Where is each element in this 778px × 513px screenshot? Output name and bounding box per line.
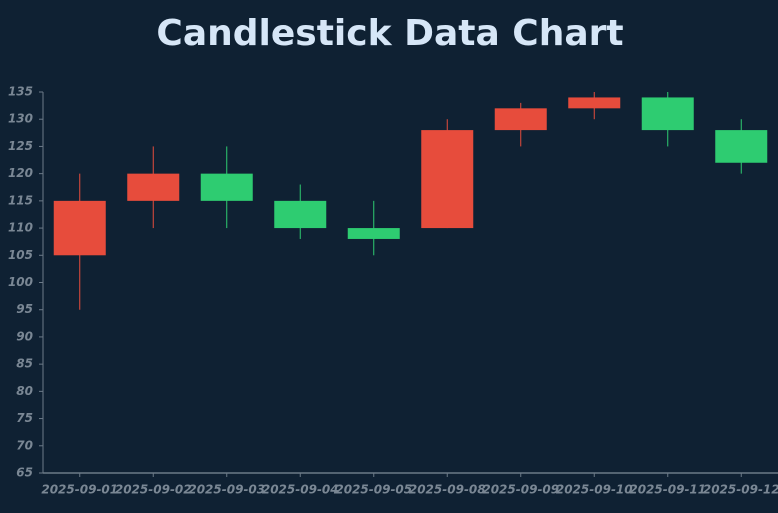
y-tick-label: 85 bbox=[16, 357, 33, 371]
x-tick-label: 2025-09-04 bbox=[262, 483, 339, 497]
y-tick-label: 125 bbox=[8, 139, 33, 153]
y-tick-label: 110 bbox=[8, 221, 33, 235]
y-tick-label: 105 bbox=[8, 248, 33, 262]
x-tick-label: 2025-09-08 bbox=[409, 483, 486, 497]
candle-body bbox=[421, 130, 474, 229]
candle-body bbox=[274, 200, 327, 229]
y-tick-label: 90 bbox=[16, 329, 33, 343]
candle-body bbox=[641, 97, 694, 131]
chart-title: Candlestick Data Chart bbox=[156, 13, 623, 54]
y-tick-label: 130 bbox=[8, 112, 33, 126]
x-tick-label: 2025-09-10 bbox=[556, 483, 633, 497]
y-tick-label: 70 bbox=[16, 438, 33, 452]
x-tick-label: 2025-09-03 bbox=[188, 483, 265, 497]
candle-body bbox=[568, 97, 621, 109]
y-tick-label: 115 bbox=[8, 193, 33, 207]
candle-body bbox=[127, 173, 180, 201]
x-tick-label: 2025-09-02 bbox=[115, 483, 192, 497]
y-tick-label: 65 bbox=[16, 466, 33, 480]
candle-body bbox=[494, 108, 547, 131]
candle-body bbox=[53, 200, 106, 256]
y-tick-label: 100 bbox=[8, 275, 33, 289]
y-tick-label: 80 bbox=[16, 384, 33, 398]
x-tick-label: 2025-09-12 bbox=[703, 483, 778, 497]
candle-body bbox=[715, 130, 768, 163]
y-tick-label: 135 bbox=[8, 85, 33, 99]
x-tick-label: 2025-09-05 bbox=[335, 483, 412, 497]
y-tick-label: 95 bbox=[16, 302, 33, 316]
candle-body bbox=[200, 173, 253, 201]
x-tick-label: 2025-09-01 bbox=[41, 483, 118, 497]
x-tick-label: 2025-09-09 bbox=[482, 483, 559, 497]
y-tick-label: 120 bbox=[8, 166, 33, 180]
x-tick-label: 2025-09-11 bbox=[629, 483, 706, 497]
candle-body bbox=[347, 228, 400, 239]
y-tick-label: 75 bbox=[16, 411, 33, 425]
